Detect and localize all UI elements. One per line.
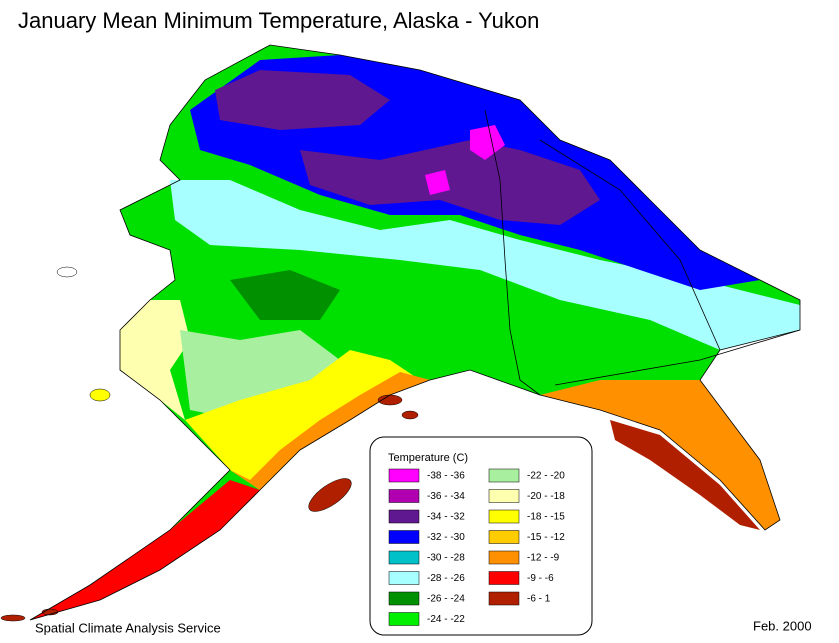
legend-label: -38 - -36: [427, 471, 465, 482]
legend-swatch: [488, 591, 520, 606]
island: [0, 614, 26, 622]
footer-date: Feb. 2000: [753, 618, 812, 633]
legend-items: -38 - -36 -36 - -34 -34 - -32 -32 - -30 -30 …: [388, 468, 565, 626]
legend: Temperature (C) -38 - -36 -36 - -34 -34 - …: [369, 436, 593, 636]
legend-label: -6 - 1: [527, 594, 551, 605]
alaska-yukon-border: [484, 109, 541, 396]
region-magenta: [470, 125, 505, 160]
legend-title: Temperature (C): [388, 452, 468, 464]
island: [56, 266, 78, 278]
legend-label: -26 - -24: [427, 594, 465, 605]
legend-label: -30 - -28: [427, 553, 465, 564]
region-magenta-2: [425, 170, 450, 195]
island: [308, 478, 352, 512]
legend-label: -36 - -34: [427, 491, 465, 502]
region-panhandle: [610, 420, 760, 530]
region-dark-green: [230, 270, 340, 320]
legend-swatch: [488, 489, 520, 503]
outline: [29, 44, 801, 621]
legend-label: -22 - -20: [527, 471, 565, 482]
legend-label: -15 - -12: [527, 532, 565, 543]
legend-swatch: [388, 509, 420, 524]
legend-swatch: [488, 530, 520, 544]
legend-label: -18 - -15: [527, 512, 565, 523]
yukon-nwt-border: [539, 139, 721, 351]
footer-credit: Spatial Climate Analysis Service: [35, 620, 221, 635]
legend-swatch: [488, 550, 520, 565]
legend-label: -12 - -9: [527, 553, 560, 564]
legend-swatch: [388, 468, 420, 483]
borders: [29, 44, 801, 621]
legend-swatch: [388, 612, 420, 626]
legend-label: -28 - -26: [427, 573, 465, 584]
legend-swatch: [388, 571, 420, 585]
region-cyan: [170, 180, 800, 350]
yukon-bc-border: [554, 329, 801, 386]
map-title: January Mean Minimum Temperature, Alaska…: [18, 8, 539, 33]
island: [401, 410, 419, 420]
region-coast-orange: [230, 372, 430, 490]
region-purple-east: [300, 140, 600, 225]
legend-swatch: [488, 468, 520, 483]
map-regions: [30, 45, 800, 620]
legend-swatch: [388, 591, 420, 606]
legend-swatch: [488, 571, 520, 585]
legend-label: -9 - -6: [527, 573, 554, 584]
legend-label: -24 - -22: [427, 614, 465, 625]
region-purple: [215, 70, 390, 130]
region-southeast: [540, 380, 780, 530]
region-south-yellow: [185, 350, 420, 490]
legend-label: -32 - -30: [427, 532, 465, 543]
legend-swatch: [388, 530, 420, 544]
legend-swatch: [388, 489, 420, 503]
island: [89, 388, 111, 402]
legend-label: -20 - -18: [527, 491, 565, 502]
legend-label: -34 - -32: [427, 512, 465, 523]
region-west: [120, 300, 190, 420]
legend-swatch: [388, 550, 420, 565]
legend-box: [369, 436, 593, 636]
legend-swatch: [488, 509, 520, 524]
region-peninsula: [30, 480, 260, 620]
